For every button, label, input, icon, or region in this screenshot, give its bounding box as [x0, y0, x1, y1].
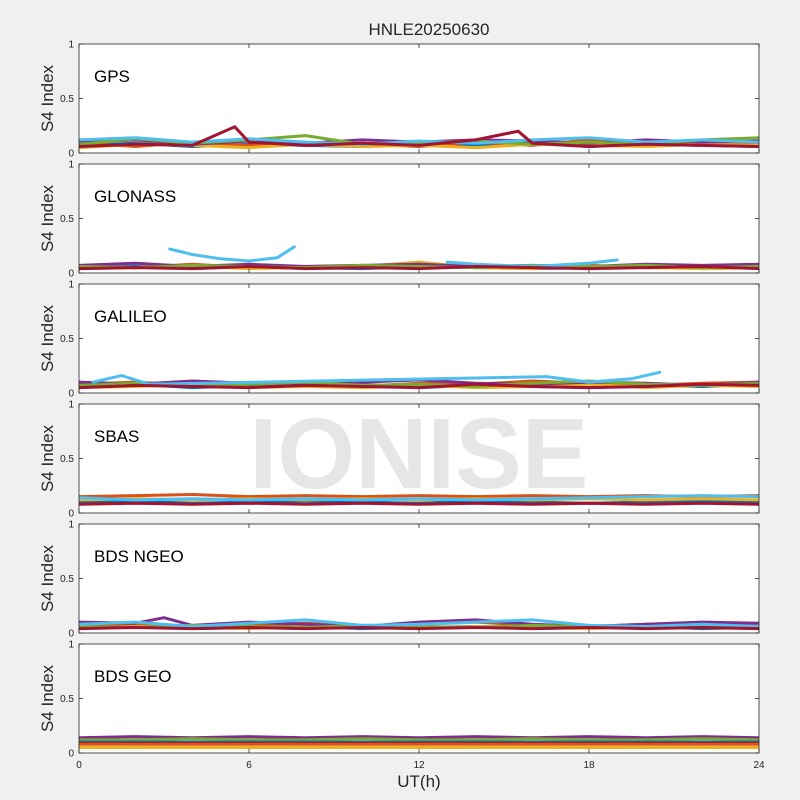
series-group: [79, 370, 759, 390]
series-group: [79, 493, 759, 506]
series-line: [79, 626, 759, 631]
chart-title: HNLE20250630: [369, 20, 490, 39]
y-axis-label: S4 Index: [38, 664, 57, 732]
plot-area: [79, 284, 759, 393]
panel-bds-ngeo: 0 0.5 1 S4 Index BDS NGEO: [38, 520, 760, 640]
plot-area: [79, 644, 759, 753]
panel-glonass: 0 0.5 1 S4 Index GLONASS: [38, 160, 760, 280]
panels-group: 0 0.5 1 S4 Index GPS 0 0.5 1 S4 Index GLONASS 0 0.5…: [38, 40, 760, 760]
panel-label: GALILEO: [94, 307, 167, 326]
y-tick-label: 0: [68, 149, 74, 160]
panel-label: GLONASS: [94, 187, 176, 206]
panel-label: GPS: [94, 67, 130, 86]
x-axis: 0 6 12 18 24: [76, 760, 765, 771]
y-tick-label: 0: [68, 269, 74, 280]
panel-sbas: 0 0.5 1 S4 Index SBAS: [38, 400, 760, 520]
series-line: [79, 737, 759, 742]
x-tick-label: 12: [413, 760, 425, 771]
y-tick-label: 1: [68, 280, 74, 291]
series-group: [79, 245, 759, 271]
plot-area: [79, 524, 759, 633]
series-line: [79, 501, 759, 506]
y-tick-label: 0.5: [60, 94, 74, 105]
y-tick-label: 0.5: [60, 334, 74, 345]
y-axis-label: S4 Index: [38, 424, 57, 492]
y-tick-label: 1: [68, 640, 74, 651]
y-tick-label: 1: [68, 400, 74, 411]
panel-galileo: 0 0.5 1 S4 Index GALILEO: [38, 280, 760, 400]
plot-area: [79, 164, 759, 273]
y-tick-label: 0.5: [60, 214, 74, 225]
panel-bds-geo: 0 0.5 1 S4 Index BDS GEO: [38, 640, 760, 760]
y-tick-label: 1: [68, 40, 74, 51]
series-group: [79, 125, 759, 150]
series-line: [79, 494, 759, 502]
y-tick-label: 1: [68, 520, 74, 531]
series-line: [79, 618, 759, 628]
series-line: [79, 136, 759, 146]
x-tick-label: 6: [246, 760, 252, 771]
y-tick-label: 1: [68, 160, 74, 171]
y-tick-label: 0: [68, 749, 74, 760]
series-line: [79, 263, 759, 270]
y-axis-label: S4 Index: [38, 64, 57, 132]
y-tick-label: 0.5: [60, 454, 74, 465]
series-line: [79, 265, 759, 271]
x-axis-label: UT(h): [397, 772, 440, 791]
y-tick-label: 0: [68, 389, 74, 400]
series-line: [79, 125, 759, 148]
y-axis-label: S4 Index: [38, 304, 57, 372]
series-group: [79, 616, 759, 631]
series-line: [168, 245, 296, 263]
y-tick-label: 0.5: [60, 694, 74, 705]
y-tick-label: 0: [68, 509, 74, 520]
x-tick-label: 0: [76, 760, 82, 771]
y-tick-label: 0.5: [60, 574, 74, 585]
y-axis-label: S4 Index: [38, 544, 57, 612]
x-tick-label: 18: [583, 760, 595, 771]
panel-label: BDS GEO: [94, 667, 171, 686]
plot-area: [79, 44, 759, 153]
panel-gps: 0 0.5 1 S4 Index GPS: [38, 40, 760, 160]
x-tick-label: 24: [753, 760, 765, 771]
series-line: [91, 370, 662, 386]
series-group: [79, 735, 759, 749]
panel-label: BDS NGEO: [94, 547, 184, 566]
panel-label: SBAS: [94, 427, 139, 446]
y-axis-label: S4 Index: [38, 184, 57, 252]
watermark-text: IONISE: [250, 398, 589, 510]
series-line: [79, 382, 759, 390]
y-tick-label: 0: [68, 629, 74, 640]
